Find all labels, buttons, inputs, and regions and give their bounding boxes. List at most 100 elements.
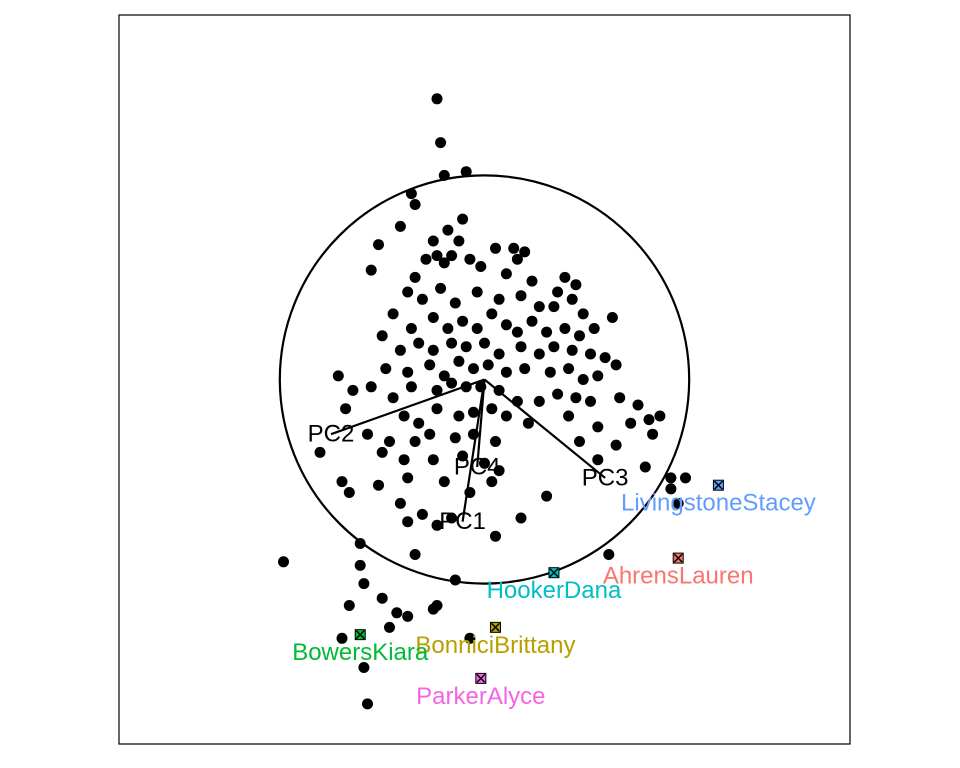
data-point [376, 446, 388, 458]
data-point [639, 461, 651, 473]
highlight-label: ParkerAlyce [416, 683, 545, 710]
data-point [438, 476, 450, 488]
data-point [479, 457, 490, 469]
data-point [387, 392, 399, 404]
data-point [446, 512, 458, 524]
data-point [354, 559, 366, 571]
data-point [585, 348, 596, 360]
data-point [362, 428, 373, 440]
data-point [376, 330, 388, 342]
data-point [632, 399, 644, 411]
data-point [431, 93, 443, 105]
highlight-cross [673, 553, 683, 563]
data-point [665, 472, 677, 484]
data-point [475, 261, 487, 272]
data-point [526, 275, 538, 287]
data-point [427, 235, 439, 247]
data-point [471, 286, 483, 298]
data-point [358, 578, 370, 590]
data-point [672, 497, 684, 509]
data-point [427, 454, 439, 466]
data-point [402, 472, 414, 484]
data-point [347, 384, 359, 396]
data-point [453, 235, 465, 247]
data-point [570, 392, 582, 404]
highlight-label: LivingstoneStacey [621, 490, 816, 517]
data-point [500, 268, 512, 280]
data-point [603, 549, 615, 560]
data-point [479, 337, 490, 349]
data-point [588, 323, 600, 334]
data-point [402, 516, 414, 528]
data-point [449, 432, 461, 444]
data-point [606, 312, 618, 323]
data-point [380, 363, 392, 375]
data-point [625, 417, 637, 429]
data-point [431, 519, 443, 531]
data-point [435, 137, 447, 149]
data-point [460, 166, 472, 178]
data-point [493, 293, 505, 305]
data-point [358, 662, 370, 673]
data-point [574, 436, 585, 447]
data-point [522, 417, 534, 429]
data-point [413, 417, 425, 429]
data-point [533, 301, 545, 313]
data-point [508, 242, 520, 254]
data-point [482, 359, 494, 371]
data-point [391, 607, 403, 619]
data-point [570, 279, 582, 291]
data-point [614, 392, 626, 404]
highlight-cross [490, 622, 500, 632]
data-point [431, 250, 443, 262]
data-point [405, 381, 417, 393]
data-point [453, 355, 465, 367]
data-point [332, 370, 344, 382]
data-point [577, 374, 589, 385]
data-point [486, 308, 498, 320]
data-point [435, 282, 447, 294]
data-point [526, 315, 538, 327]
loading-line-pc1 [461, 379, 486, 522]
data-point [599, 352, 611, 364]
data-point [490, 242, 501, 254]
data-point [424, 428, 436, 440]
data-point [574, 330, 585, 342]
data-point [643, 414, 655, 426]
data-point [457, 450, 469, 462]
data-point [431, 600, 443, 611]
data-point [486, 403, 498, 415]
data-point [533, 348, 545, 360]
data-point [490, 436, 501, 447]
data-point [566, 293, 578, 305]
data-point [420, 253, 432, 265]
data-point [471, 323, 483, 334]
data-point [402, 610, 414, 622]
loading-line-pc2 [330, 378, 485, 436]
loading-label-pc3: PC3 [582, 464, 629, 491]
circle-layer [278, 174, 691, 585]
data-point [405, 323, 417, 334]
data-point [548, 301, 560, 313]
data-point [552, 286, 564, 298]
data-point [559, 271, 571, 283]
data-point [585, 395, 596, 407]
data-point [563, 363, 575, 375]
data-point [515, 290, 527, 302]
highlighted-point: BowersKiara [292, 629, 429, 666]
data-point [336, 632, 348, 644]
data-point [409, 549, 421, 560]
data-point [453, 410, 465, 422]
data-point [511, 253, 523, 265]
data-point [438, 370, 450, 382]
data-point [398, 410, 410, 422]
data-point [398, 454, 410, 466]
data-point [409, 271, 421, 283]
loading-label-pc4: PC4 [454, 453, 501, 480]
loading-label-pc1: PC1 [439, 508, 486, 535]
data-point [486, 476, 498, 488]
data-point [314, 446, 326, 458]
data-point [559, 323, 571, 334]
data-point [592, 421, 604, 433]
